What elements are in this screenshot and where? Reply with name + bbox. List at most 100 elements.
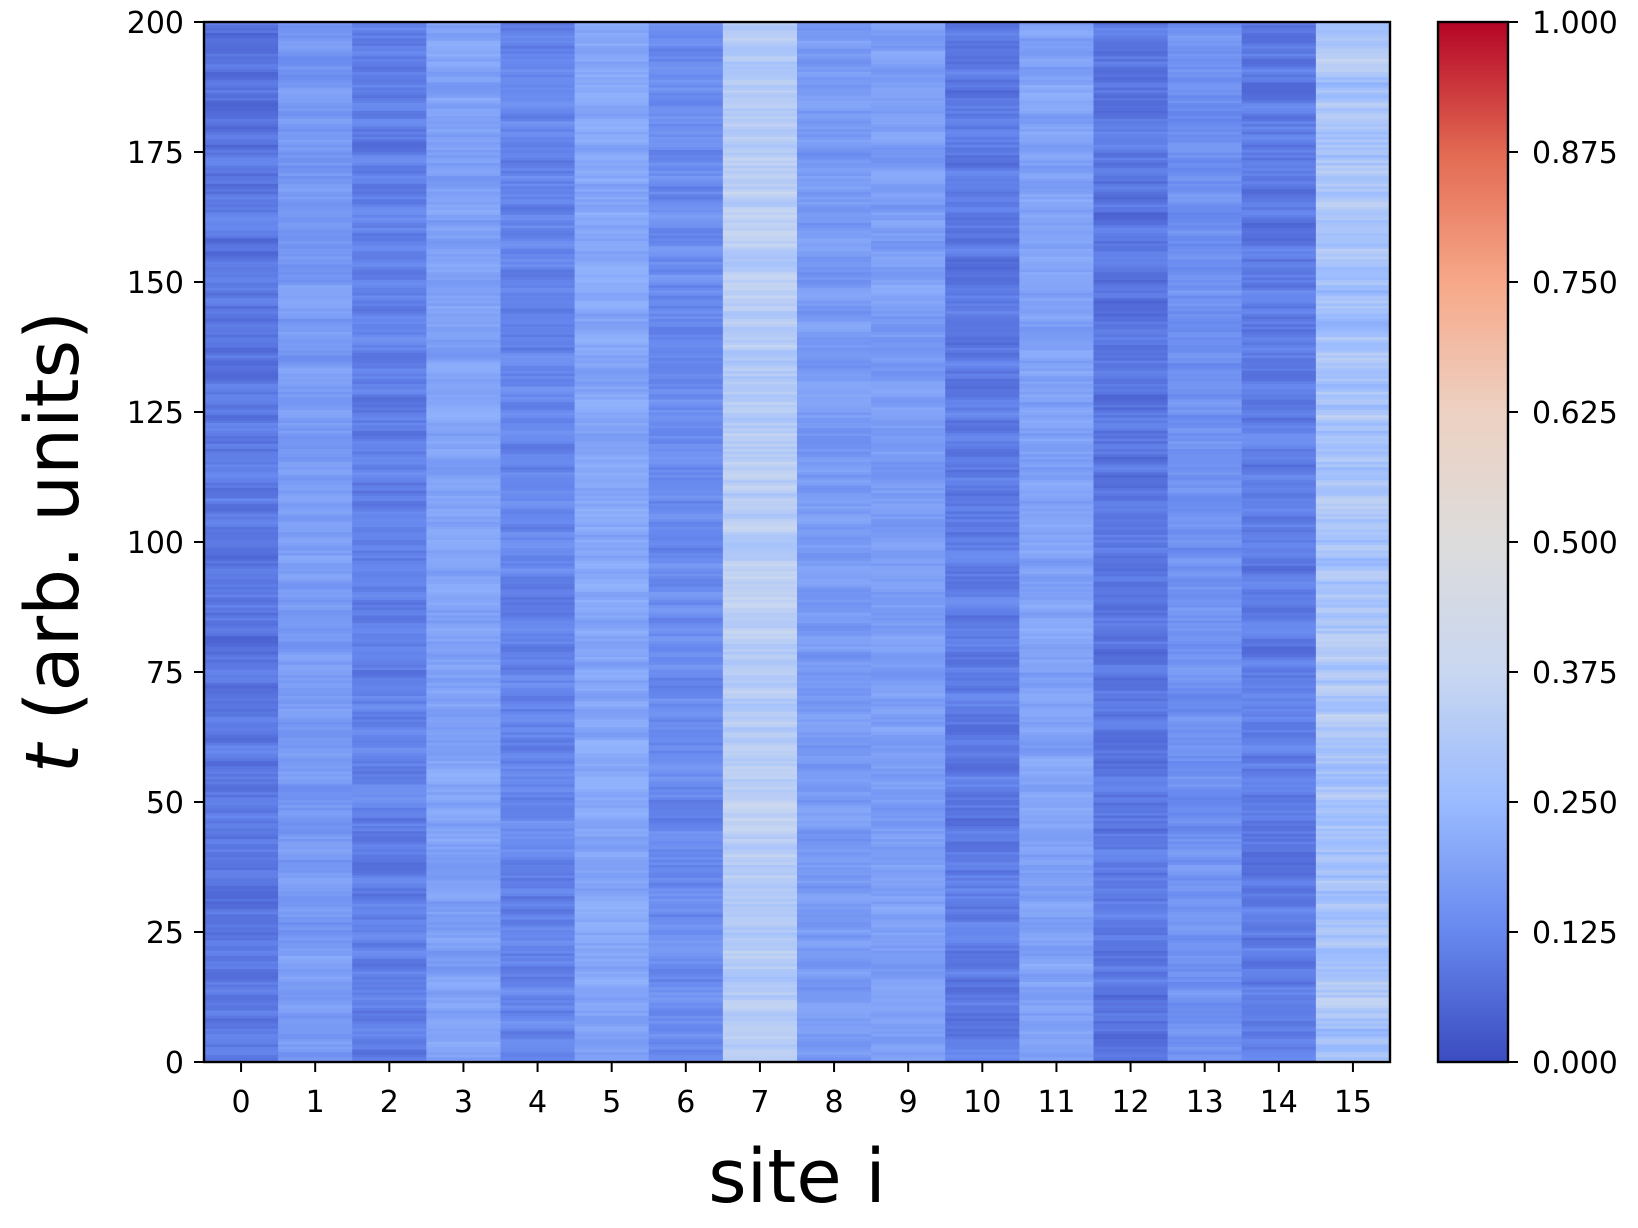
heatmap-cell — [797, 89, 872, 93]
heatmap-cell — [352, 323, 427, 327]
heatmap-cell — [648, 188, 724, 192]
heatmap-cell — [722, 942, 798, 946]
heatmap-cell — [574, 196, 650, 200]
heatmap-cell — [204, 963, 279, 967]
heatmap-cell — [722, 534, 798, 538]
heatmap-cell — [426, 266, 502, 270]
heatmap-cell — [648, 773, 724, 777]
heatmap-cell — [648, 729, 724, 733]
heatmap-cell — [1019, 185, 1095, 189]
heatmap-cell — [426, 744, 502, 748]
heatmap-cell — [278, 53, 353, 57]
heatmap-cell — [426, 107, 502, 111]
heatmap-cell — [1093, 651, 1169, 655]
heatmap-cell — [945, 58, 1020, 62]
heatmap-cell — [648, 997, 724, 1001]
heatmap-cell — [204, 261, 279, 265]
heatmap-cell — [500, 640, 576, 644]
heatmap-cell — [500, 165, 576, 169]
heatmap-cell — [722, 425, 798, 429]
heatmap-cell — [278, 159, 353, 163]
heatmap-cell — [1019, 139, 1095, 143]
heatmap-cell — [945, 747, 1020, 751]
heatmap-cell — [945, 1004, 1020, 1008]
heatmap-cell — [945, 640, 1020, 644]
heatmap-cell — [352, 110, 427, 114]
heatmap-cell — [722, 625, 798, 629]
heatmap-cell — [1019, 157, 1095, 161]
heatmap-cell — [945, 997, 1020, 1001]
heatmap-cell — [574, 952, 650, 956]
heatmap-cell — [1019, 469, 1095, 473]
heatmap-cell — [278, 414, 353, 418]
heatmap-cell — [871, 1033, 946, 1037]
heatmap-cell — [1019, 583, 1095, 587]
heatmap-cell — [1019, 357, 1095, 361]
heatmap-cell — [204, 451, 279, 455]
heatmap-cell — [648, 497, 724, 501]
heatmap-cell — [648, 627, 724, 631]
heatmap-cell — [945, 562, 1020, 566]
heatmap-cell — [574, 141, 650, 145]
heatmap-cell — [648, 809, 724, 813]
heatmap-cell — [278, 466, 353, 470]
heatmap-cell — [1093, 747, 1169, 751]
heatmap-cell — [945, 565, 1020, 569]
heatmap-cell — [797, 620, 872, 624]
heatmap-cell — [945, 180, 1020, 184]
heatmap-cell — [204, 1025, 279, 1029]
heatmap-cell — [722, 191, 798, 195]
heatmap-cell — [1019, 695, 1095, 699]
heatmap-cell — [648, 651, 724, 655]
heatmap-column — [797, 22, 872, 1063]
heatmap-cell — [500, 250, 576, 254]
heatmap-cell — [500, 37, 576, 41]
heatmap-cell — [945, 919, 1020, 923]
heatmap-cell — [945, 516, 1020, 520]
heatmap-cell — [500, 1028, 576, 1032]
heatmap-cell — [574, 1030, 650, 1034]
heatmap-cell — [500, 401, 576, 405]
heatmap-cell — [500, 651, 576, 655]
heatmap-cell — [722, 630, 798, 634]
heatmap-cell — [278, 690, 353, 694]
heatmap-cell — [352, 978, 427, 982]
heatmap-cell — [426, 752, 502, 756]
heatmap-cell — [797, 867, 872, 871]
heatmap-cell — [648, 711, 724, 715]
heatmap-cell — [871, 833, 946, 837]
heatmap-cell — [574, 565, 650, 569]
heatmap-cell — [204, 1046, 279, 1050]
heatmap-cell — [1019, 414, 1095, 418]
heatmap-cell — [278, 240, 353, 244]
heatmap-cell — [648, 396, 724, 400]
heatmap-cell — [945, 513, 1020, 517]
heatmap-cell — [722, 659, 798, 663]
heatmap-cell — [797, 557, 872, 561]
heatmap-cell — [871, 310, 946, 314]
heatmap-cell — [352, 513, 427, 517]
heatmap-cell — [574, 536, 650, 540]
heatmap-cell — [278, 906, 353, 910]
heatmap-cell — [204, 323, 279, 327]
heatmap-cell — [204, 646, 279, 650]
heatmap-cell — [574, 755, 650, 759]
heatmap-cell — [648, 700, 724, 704]
heatmap-cell — [648, 682, 724, 686]
heatmap-cell — [722, 978, 798, 982]
heatmap-cell — [278, 107, 353, 111]
heatmap-cell — [278, 201, 353, 205]
heatmap-cell — [722, 809, 798, 813]
heatmap-cell — [500, 282, 576, 286]
heatmap-cell — [722, 1043, 798, 1047]
heatmap-cell — [204, 250, 279, 254]
heatmap-cell — [1019, 354, 1095, 358]
heatmap-cell — [722, 726, 798, 730]
heatmap-cell — [945, 230, 1020, 234]
heatmap-cell — [500, 469, 576, 473]
heatmap-cell — [945, 349, 1020, 353]
heatmap-cell — [648, 289, 724, 293]
heatmap-cell — [426, 633, 502, 637]
heatmap-cell — [426, 557, 502, 561]
heatmap-cell — [871, 339, 946, 343]
